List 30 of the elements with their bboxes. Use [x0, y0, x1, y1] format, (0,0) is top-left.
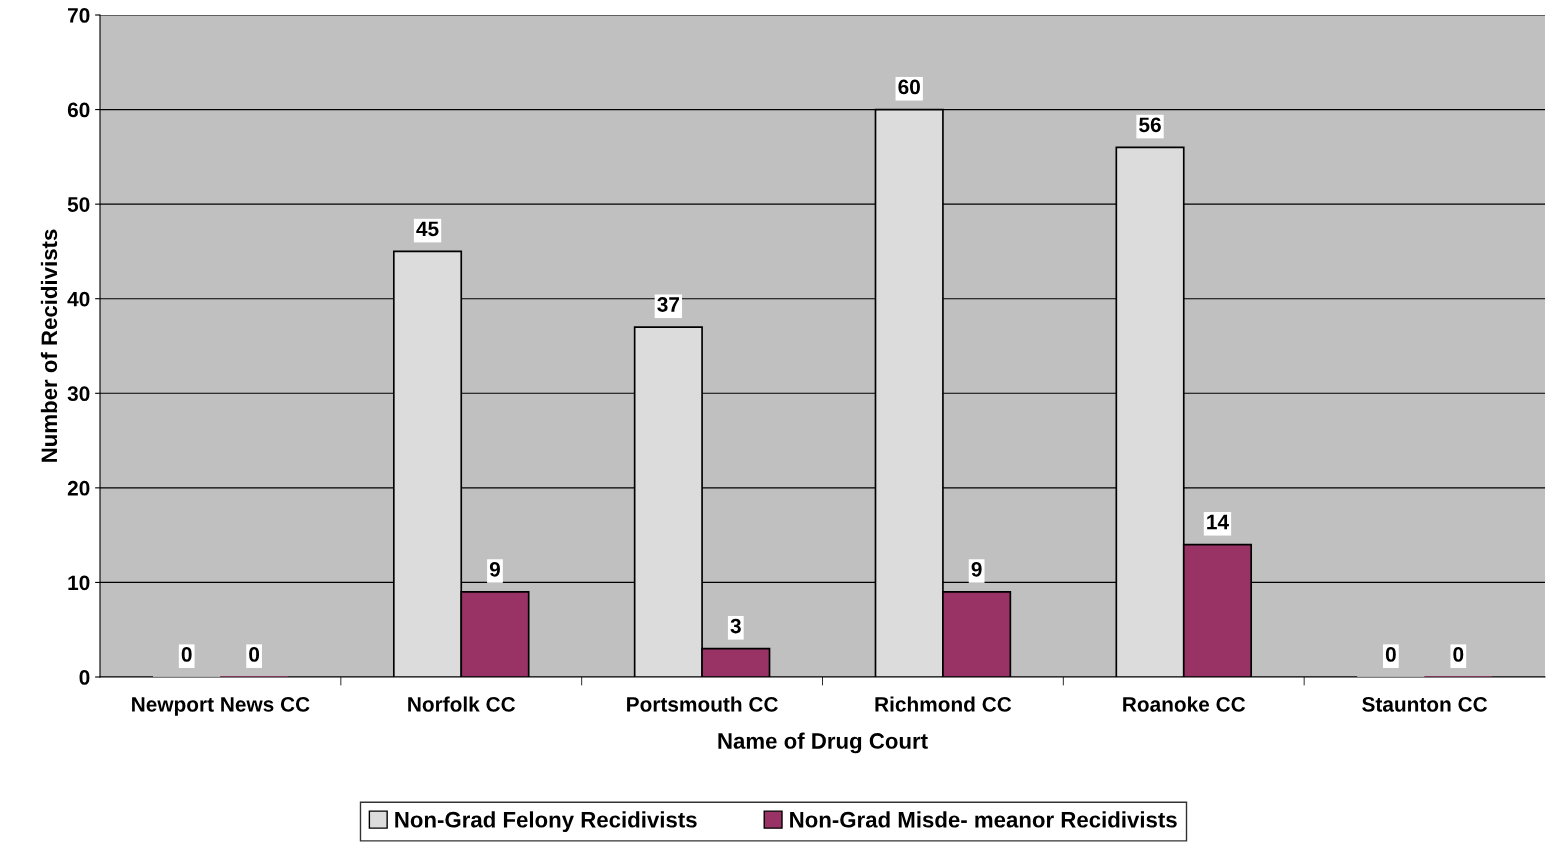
- y-tick-label: 10: [68, 575, 90, 591]
- y-tick-label: 0: [79, 670, 90, 685]
- x-tick-label: Norfolk CC: [408, 696, 516, 712]
- x-tick-label: Portsmouth CC: [627, 696, 778, 712]
- data-label: 0: [249, 647, 260, 662]
- data-label: 9: [971, 561, 982, 577]
- data-label: 9: [489, 561, 500, 577]
- legend-label: Non-Grad Felony Recidivists: [395, 811, 697, 832]
- x-tick-label: Newport News CC: [132, 696, 310, 716]
- data-label: 60: [898, 79, 920, 95]
- data-label: 3: [730, 618, 741, 634]
- y-tick-label: 60: [67, 102, 90, 118]
- data-label: 0: [1453, 647, 1464, 662]
- y-tick-label: 40: [67, 291, 90, 307]
- y-tick-label: 70: [68, 8, 90, 23]
- y-tick-label: 50: [67, 197, 90, 212]
- legend-label: Non-Grad Misde- meanor Recidivists: [790, 811, 1177, 828]
- x-axis-title: Name of Drug Court: [718, 732, 928, 754]
- data-label: 45: [416, 221, 439, 237]
- y-axis-title: Number of Recidivists: [40, 229, 58, 462]
- x-tick-label: Roanoke CC: [1123, 696, 1246, 712]
- y-tick-label: 30: [67, 386, 90, 402]
- x-tick-label: Richmond CC: [875, 696, 1012, 712]
- x-tick-label: Staunton CC: [1362, 696, 1488, 712]
- y-tick-label: 20: [67, 480, 90, 496]
- data-label: 0: [181, 647, 192, 662]
- data-label: 14: [1207, 514, 1229, 530]
- data-label: 37: [657, 297, 680, 312]
- data-label: 56: [1139, 117, 1161, 133]
- data-label: 0: [1385, 647, 1396, 662]
